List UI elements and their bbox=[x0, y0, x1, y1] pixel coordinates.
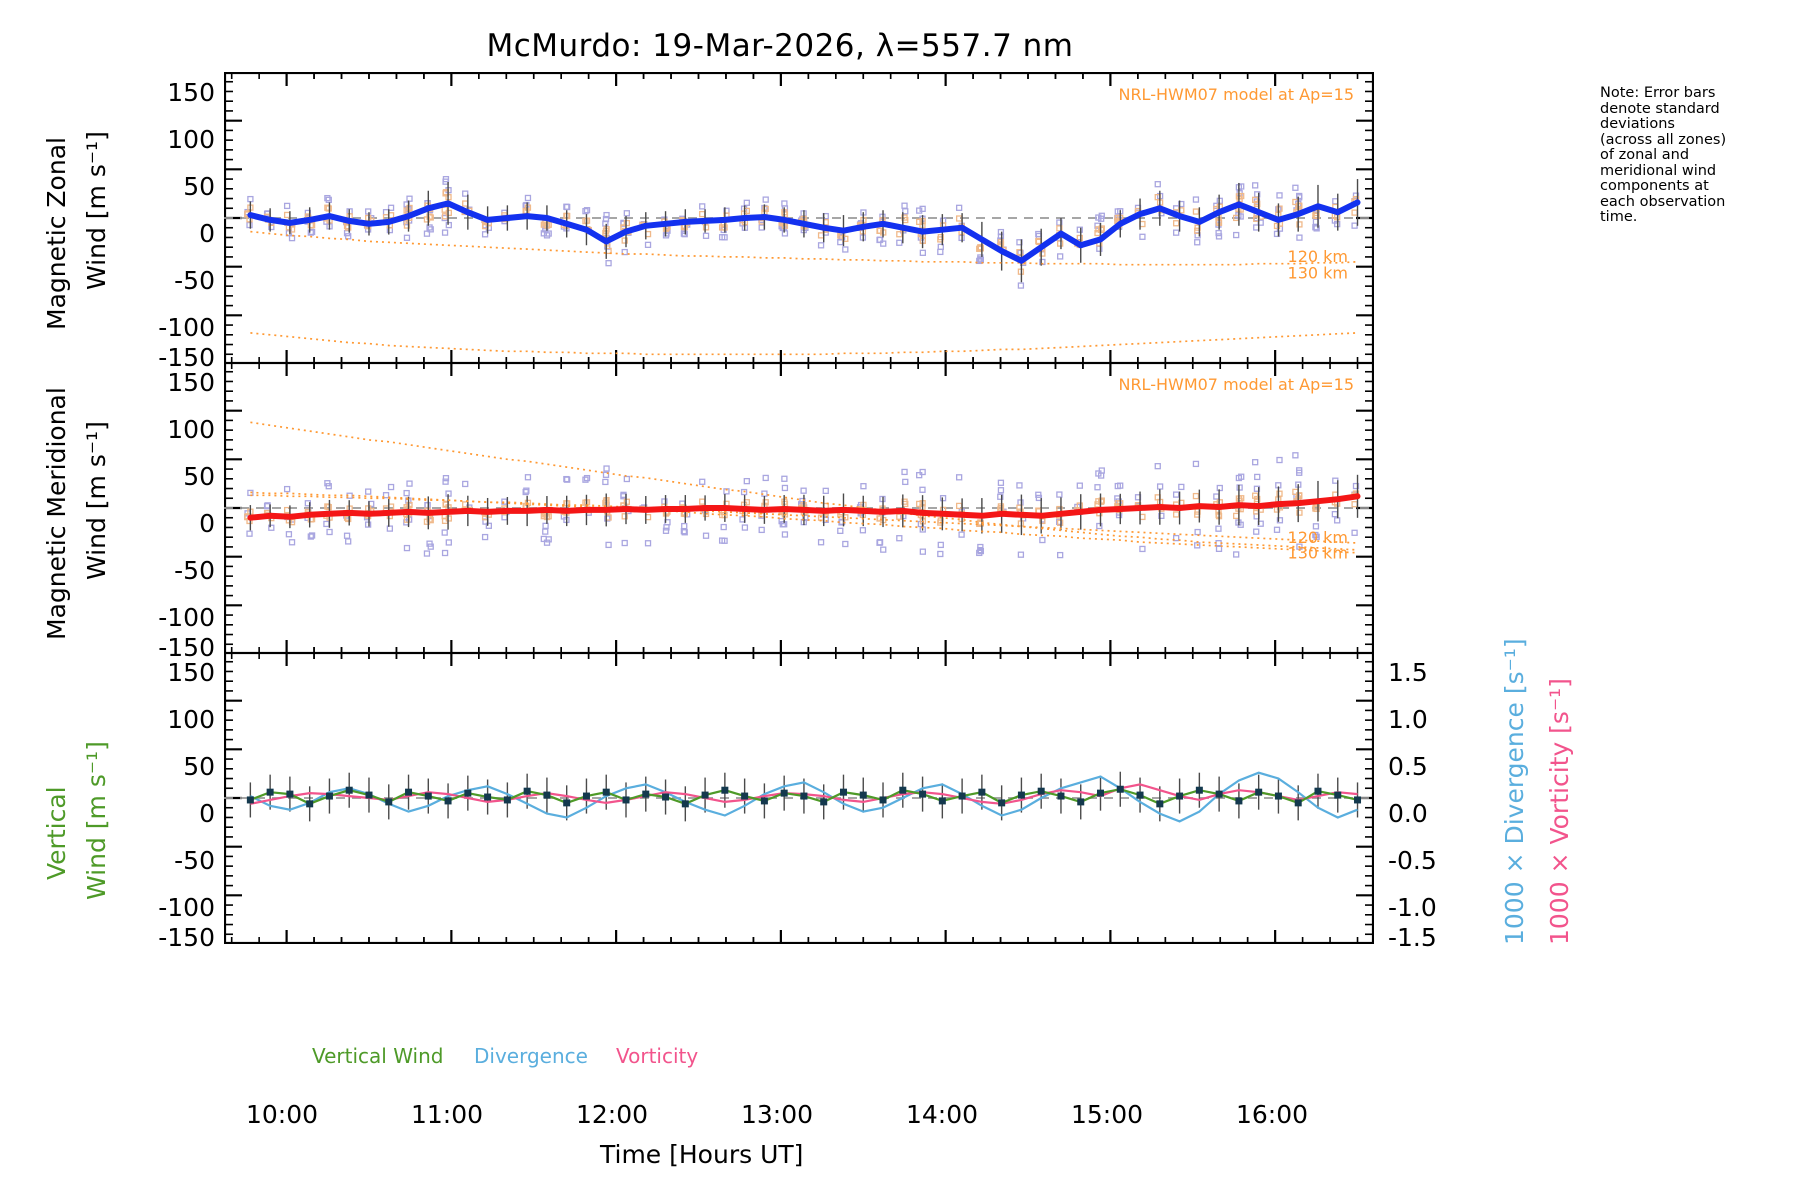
rtick-6: -1.5 bbox=[1388, 923, 1437, 952]
xtick-2: 12:00 bbox=[575, 1100, 649, 1129]
xtick-4: 14:00 bbox=[905, 1100, 979, 1129]
ytick-zonal-2: 50 bbox=[183, 172, 215, 201]
ytick-zonal-1: 100 bbox=[167, 125, 215, 154]
ytick-merid-4: -50 bbox=[174, 556, 215, 585]
panel-meridional-ylabel-line1: Magnetic Meridional bbox=[42, 387, 71, 640]
panel-vertical-right-label-vorticity: 1000 × Vorticity [s⁻¹] bbox=[1545, 678, 1574, 945]
panel-meridional-ylabel-line2: Wind [m s⁻¹] bbox=[82, 421, 111, 580]
hwm07-upper-line bbox=[250, 421, 1358, 551]
ytick-zonal-6: -150 bbox=[158, 343, 215, 372]
ytick-vert-0: 150 bbox=[167, 658, 215, 687]
ytick-zonal-3: 0 bbox=[199, 219, 215, 248]
divergence-line bbox=[249, 771, 1358, 823]
rtick-0: 1.5 bbox=[1388, 658, 1428, 687]
rtick-5: -1.0 bbox=[1388, 893, 1437, 922]
ytick-merid-5: -100 bbox=[158, 603, 215, 632]
ytick-vert-5: -100 bbox=[158, 893, 215, 922]
panel-zonal-ylabel-line1: Magnetic Zonal bbox=[42, 137, 71, 330]
hwm07-130km-line bbox=[250, 491, 1358, 554]
zonal-wind-line bbox=[247, 199, 1361, 264]
vertical-wind-markers bbox=[246, 785, 1362, 808]
altitude-label-130km: 130 km bbox=[1288, 263, 1348, 282]
xtick-5: 15:00 bbox=[1070, 1100, 1144, 1129]
panel-vertical-ylabel-line2: Wind [m s⁻¹] bbox=[82, 741, 111, 900]
ytick-vert-3: 0 bbox=[199, 799, 215, 828]
xtick-6: 16:00 bbox=[1235, 1100, 1309, 1129]
ytick-merid-1: 100 bbox=[167, 415, 215, 444]
hwm07-130km-line bbox=[250, 332, 1358, 356]
panel-zonal-ylabel-line2: Wind [m s⁻¹] bbox=[82, 131, 111, 290]
ytick-zonal-5: -100 bbox=[158, 313, 215, 342]
ytick-vert-1: 100 bbox=[167, 705, 215, 734]
ytick-vert-6: -150 bbox=[158, 923, 215, 952]
legend-item-vertical-wind: Vertical Wind bbox=[312, 1044, 444, 1068]
rtick-2: 0.5 bbox=[1388, 752, 1428, 781]
rtick-3: 0.0 bbox=[1388, 799, 1428, 828]
hwm07-model-label: NRL-HWM07 model at Ap=15 bbox=[1118, 375, 1354, 394]
ytick-vert-2: 50 bbox=[183, 752, 215, 781]
scatter-zonal-samples bbox=[244, 176, 1360, 289]
legend-item-vorticity: Vorticity bbox=[616, 1044, 699, 1068]
ytick-merid-2: 50 bbox=[183, 462, 215, 491]
ytick-merid-3: 0 bbox=[199, 509, 215, 538]
xaxis-label: Time [Hours UT] bbox=[600, 1140, 804, 1169]
altitude-label-120km: 120 km bbox=[1288, 528, 1348, 547]
ytick-zonal-0: 150 bbox=[167, 78, 215, 107]
xtick-3: 13:00 bbox=[740, 1100, 814, 1129]
errorbars-zonal bbox=[249, 179, 1359, 283]
panel-vertical-plot bbox=[224, 652, 1374, 944]
rtick-4: -0.5 bbox=[1388, 846, 1437, 875]
panel-vertical-ylabel-line1: Vertical bbox=[42, 786, 71, 880]
page-title: McMurdo: 19-Mar-2026, λ=557.7 nm bbox=[486, 28, 1074, 64]
hwm07-model-label: NRL-HWM07 model at Ap=15 bbox=[1118, 85, 1354, 104]
xtick-1: 11:00 bbox=[410, 1100, 484, 1129]
ytick-vert-4: -50 bbox=[174, 846, 215, 875]
altitude-label-130km: 130 km bbox=[1288, 544, 1348, 563]
ytick-merid-0: 150 bbox=[167, 368, 215, 397]
ytick-zonal-4: -50 bbox=[174, 266, 215, 295]
xtick-0: 10:00 bbox=[245, 1100, 319, 1129]
panel-vertical-right-label-divergence: 1000 × Divergence [s⁻¹] bbox=[1500, 638, 1529, 945]
figure-note: Note: Error bars denote standard deviati… bbox=[1600, 85, 1727, 225]
legend-item-divergence: Divergence bbox=[474, 1044, 588, 1068]
rtick-1: 1.0 bbox=[1388, 705, 1428, 734]
ytick-merid-6: -150 bbox=[158, 633, 215, 662]
altitude-label-120km: 120 km bbox=[1288, 247, 1348, 266]
meridional-wind-line bbox=[247, 493, 1361, 521]
